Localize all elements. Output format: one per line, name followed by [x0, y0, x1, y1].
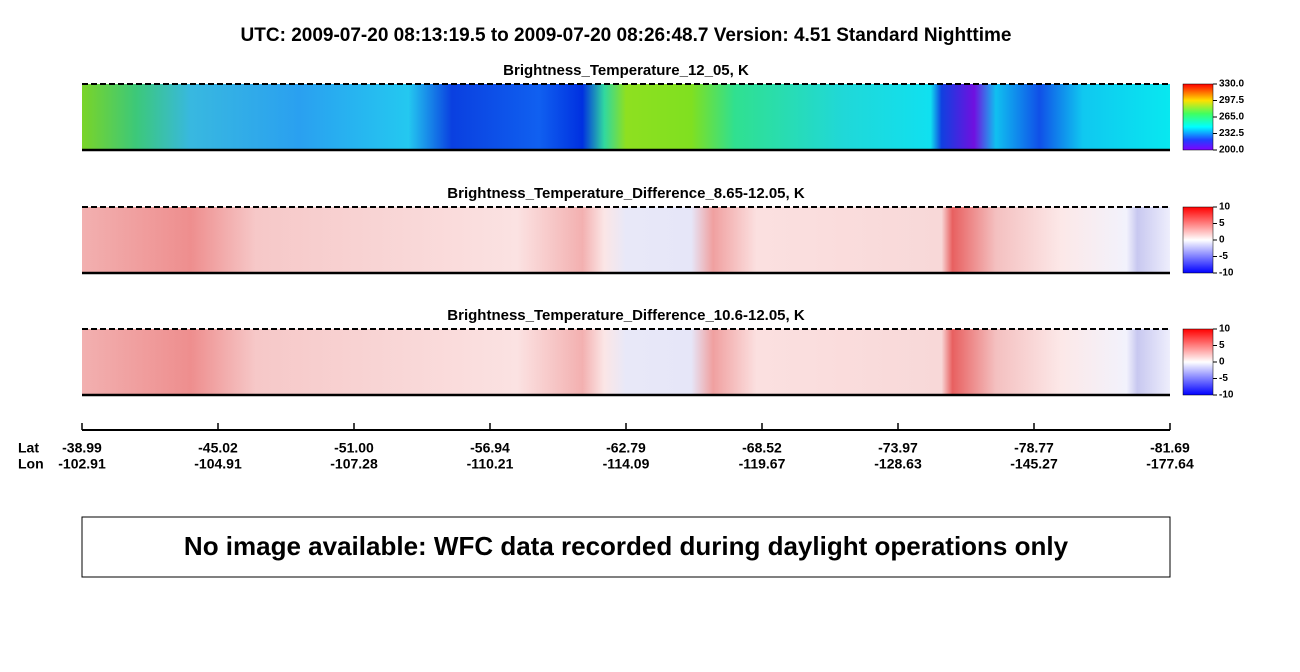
colorbar-label: 5	[1219, 340, 1225, 351]
colorbar-label: 0	[1219, 357, 1225, 368]
colorbar-label: 200.0	[1219, 145, 1244, 156]
colorbar	[1182, 328, 1214, 396]
colorbar-label: 5	[1219, 218, 1225, 229]
image	[82, 329, 1170, 395]
lat-value: -56.94	[470, 440, 510, 456]
panels: Brightness_Temperature_12_05, K 330.0 297.…	[82, 62, 1244, 401]
lon-value: -119.67	[739, 456, 786, 472]
axis: LatLon-38.99-102.91-45.02-104.91-51.00-1…	[18, 423, 1194, 472]
colorbar-label: -5	[1219, 251, 1228, 262]
lon-value: -102.91	[58, 456, 106, 472]
lon-value: -107.28	[330, 456, 378, 472]
colorbar-label: -10	[1219, 268, 1234, 279]
message-box	[81, 516, 1171, 578]
colorbar-label: 330.0	[1219, 79, 1244, 90]
colorbar-label: 10	[1219, 202, 1231, 213]
lat-value: -51.00	[334, 440, 374, 456]
lon-value: -114.09	[603, 456, 650, 472]
colorbar-label: -10	[1219, 390, 1234, 401]
image	[82, 207, 1170, 273]
lat-value: -38.99	[62, 440, 102, 456]
lat-value: -73.97	[878, 440, 918, 456]
lat-value: -45.02	[198, 440, 238, 456]
panel-title: Brightness_Temperature_Difference_10.6-1…	[447, 307, 805, 324]
colorbar-label: -5	[1219, 373, 1228, 384]
lat-value: -78.77	[1014, 440, 1054, 456]
lon-value: -177.64	[1146, 456, 1194, 472]
lat-value: -62.79	[606, 440, 646, 456]
lat-label: Lat	[18, 440, 39, 456]
panel-title: Brightness_Temperature_Difference_8.65-1…	[447, 185, 805, 202]
colorbar	[1182, 83, 1214, 151]
lat-value: -68.52	[742, 440, 782, 456]
colorbar	[1182, 206, 1214, 274]
lon-label: Lon	[18, 456, 44, 472]
colorbar-label: 10	[1219, 324, 1231, 335]
colorbar-label: 265.0	[1219, 112, 1244, 123]
colorbar-label: 297.5	[1219, 95, 1244, 106]
lon-value: -128.63	[874, 456, 922, 472]
colorbar-label: 0	[1219, 235, 1225, 246]
lon-value: -145.27	[1010, 456, 1058, 472]
lon-value: -110.21	[467, 456, 514, 472]
panel-title: Brightness_Temperature_12_05, K	[503, 62, 749, 79]
colorbar-label: 232.5	[1219, 128, 1244, 139]
message: No image available: WFC data recorded du…	[184, 531, 1069, 561]
lat-value: -81.69	[1150, 440, 1190, 456]
lon-value: -104.91	[194, 456, 242, 472]
image	[82, 84, 1170, 150]
title: UTC: 2009-07-20 08:13:19.5 to 2009-07-20…	[241, 25, 1012, 46]
